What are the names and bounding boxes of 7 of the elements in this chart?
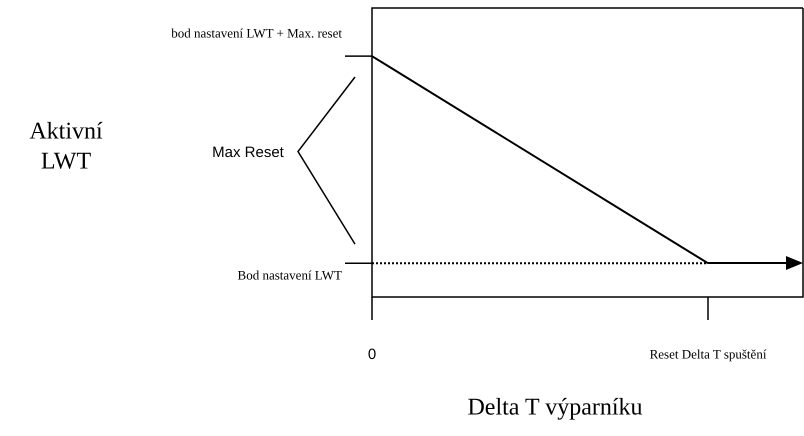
annotation: Bod nastavení LWT xyxy=(238,268,342,283)
x-axis-title: Delta T výparníku xyxy=(467,394,643,420)
text: Aktivní LWT xyxy=(29,118,103,174)
x-tick-label: Reset Delta T spuštění xyxy=(650,346,767,362)
text: Max Reset xyxy=(212,144,285,161)
annotation: bod nastavení LWT + Max. reset xyxy=(171,26,342,41)
x-tick-label: 0 xyxy=(368,346,376,364)
